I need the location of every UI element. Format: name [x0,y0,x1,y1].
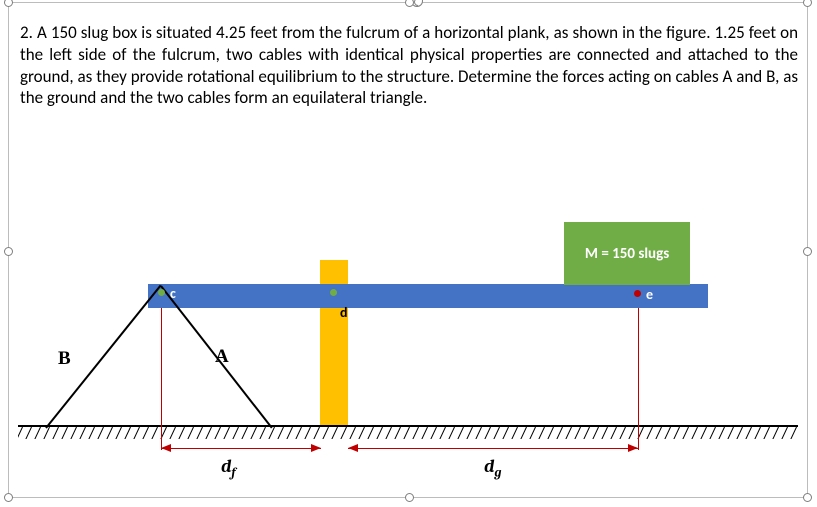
physics-figure: M = 150 slugs B A c d e df dg [8,148,808,498]
resize-handle[interactable] [803,0,812,7]
cable-b-label: B [58,348,71,370]
point-e-label: e [646,286,653,303]
point-d-dot-icon [330,289,337,296]
dimension-dg-line [348,448,638,449]
dimension-df-label: df [221,456,236,481]
ground-hatching [18,427,798,439]
problem-statement: 2. A 150 slug box is situated 4.25 feet … [20,22,798,109]
point-e-dot-icon [634,290,641,297]
dimension-df-line [161,448,321,449]
point-c-dot-icon [158,289,165,296]
point-d-label: d [340,304,348,321]
dimension-dg-label: dg [484,456,501,481]
mass-box: M = 150 slugs [564,222,690,285]
resize-handle[interactable] [4,0,13,7]
dim-ext-line [638,308,639,450]
horizontal-plank [148,284,708,308]
cable-a-label: A [215,346,229,368]
mass-box-label: M = 150 slugs [585,245,669,263]
dim-ext-line [161,308,162,450]
point-c-label: c [170,285,176,302]
